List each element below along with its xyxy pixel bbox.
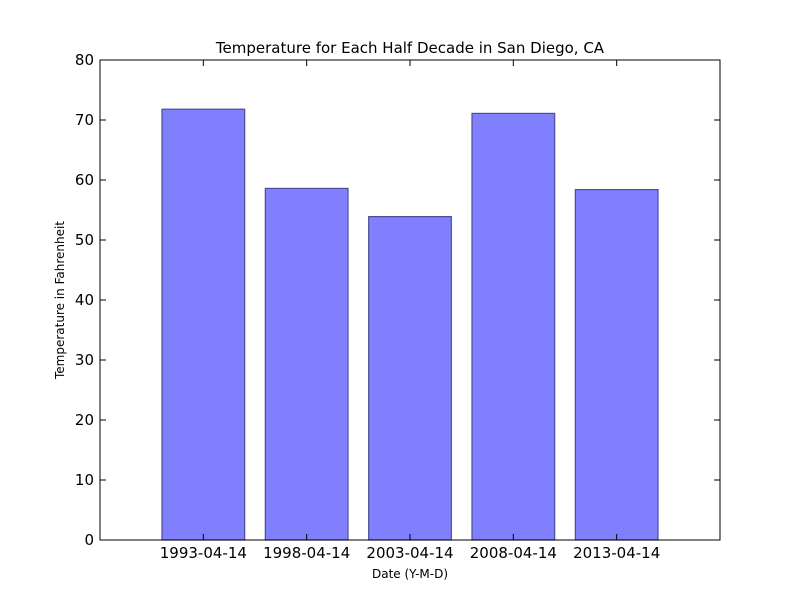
x-tick-label: 1998-04-14 [263,544,350,562]
y-tick-label: 30 [75,351,94,369]
y-tick-label: 50 [75,231,94,249]
bar-1993-04-14 [161,108,246,541]
y-tick-label: 60 [75,171,94,189]
y-tick-label: 0 [84,531,94,549]
y-tick-label: 80 [75,51,94,69]
x-axis: 1993-04-14 1998-04-14 2003-04-14 2008-04-14… [160,60,660,562]
y-axis-label: Temperature in Fahrenheit [53,221,67,380]
y-tick-label: 10 [75,471,94,489]
bar-2008-04-14 [471,112,556,541]
x-axis-label: Date (Y-M-D) [372,567,448,581]
y-axis: 0 10 20 30 40 50 60 70 80 [75,51,720,549]
x-tick-label: 2013-04-14 [573,544,660,562]
x-tick-label: 1993-04-14 [160,544,247,562]
y-tick-label: 40 [75,291,94,309]
x-tick-label: 2003-04-14 [366,544,453,562]
bars-group [161,108,659,541]
y-tick-label: 20 [75,411,94,429]
chart-title: Temperature for Each Half Decade in San … [215,39,605,57]
bar-1998-04-14 [264,187,349,541]
bar-2003-04-14 [368,216,452,541]
y-tick-label: 70 [75,111,94,129]
x-tick-label: 2008-04-14 [470,544,557,562]
bar-2013-04-14 [574,189,659,541]
